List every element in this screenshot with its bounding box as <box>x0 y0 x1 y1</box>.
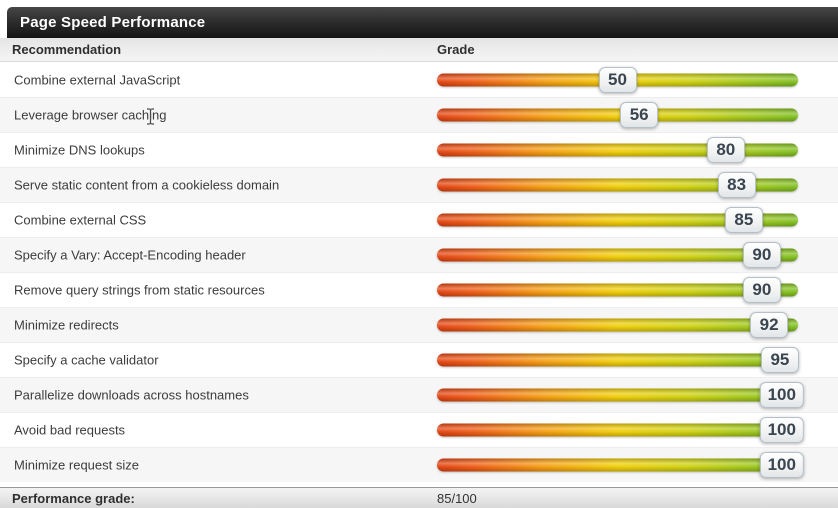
grade-bar: 100 <box>437 417 804 443</box>
grade-bar: 90 <box>437 277 798 303</box>
grade-bar: 56 <box>437 102 798 128</box>
table-row[interactable]: Minimize DNS lookups 80 <box>0 132 838 167</box>
grade-badge: 83 <box>717 172 756 198</box>
grade-badge: 80 <box>706 137 745 163</box>
grade-badge: 95 <box>760 347 799 373</box>
table-row[interactable]: Minimize redirects 92 <box>0 307 838 342</box>
grade-bar: 92 <box>437 312 798 338</box>
grade-bar: 95 <box>437 347 799 373</box>
table-row[interactable]: Specify a cache validator 95 <box>0 342 838 377</box>
recommendation-label: Specify a cache validator <box>14 352 159 368</box>
grade-bar: 100 <box>437 382 804 408</box>
recommendation-label: Minimize request size <box>14 457 139 473</box>
grade-bar: 85 <box>437 207 798 233</box>
grade-gradient-bar <box>437 283 798 297</box>
recommendation-label: Minimize redirects <box>14 317 119 333</box>
table-row[interactable]: Combine external CSS 85 <box>0 202 838 237</box>
grade-bar: 80 <box>437 137 798 163</box>
recommendation-label: Specify a Vary: Accept-Encoding header <box>14 247 246 263</box>
recommendation-label: Avoid bad requests <box>14 422 126 438</box>
grade-bar: 83 <box>437 172 798 198</box>
performance-grade-label: Performance grade: <box>12 490 135 506</box>
column-header-grade: Grade <box>437 42 475 57</box>
grade-bar: 50 <box>437 66 798 93</box>
grade-gradient-bar <box>437 458 798 472</box>
grade-badge: 50 <box>598 66 637 93</box>
grade-gradient-bar <box>437 318 798 332</box>
panel-title-bar: Page Speed Performance <box>7 7 838 38</box>
recommendation-label: Parallelize downloads across hostnames <box>14 387 249 403</box>
performance-grade-value: 85/100 <box>437 490 477 506</box>
recommendation-label: Minimize DNS lookups <box>14 142 145 158</box>
recommendation-label: Leverage browser caching <box>14 107 167 123</box>
grade-gradient-bar <box>437 388 798 402</box>
grade-badge: 56 <box>620 102 659 128</box>
grade-badge: 90 <box>742 242 781 268</box>
grade-gradient-bar <box>437 178 798 192</box>
grade-badge: 92 <box>750 312 789 338</box>
table-row[interactable]: Specify a Vary: Accept-Encoding header 9… <box>0 237 838 272</box>
grade-badge: 100 <box>759 452 804 478</box>
table-row[interactable]: Avoid bad requests 100 <box>0 412 838 447</box>
grade-badge: 100 <box>759 382 804 408</box>
grade-badge: 90 <box>742 277 781 303</box>
grade-gradient-bar <box>437 108 798 122</box>
recommendation-label: Combine external CSS <box>14 212 147 228</box>
grade-gradient-bar <box>437 353 798 367</box>
column-header-recommendation: Recommendation <box>12 42 122 57</box>
grade-bar: 90 <box>437 242 798 268</box>
table-row[interactable]: Combine external JavaScript 50 <box>0 62 838 97</box>
recommendation-rows: Combine external JavaScript 50 Leverage … <box>0 62 838 482</box>
table-row[interactable]: Minimize request size 100 <box>0 447 838 482</box>
table-row[interactable]: Remove query strings from static resourc… <box>0 272 838 307</box>
grade-badge: 85 <box>724 207 763 233</box>
table-row[interactable]: Parallelize downloads across hostnames 1… <box>0 377 838 412</box>
grade-gradient-bar <box>437 248 798 262</box>
grade-gradient-bar <box>437 423 798 437</box>
grade-badge: 100 <box>759 417 804 443</box>
grade-bar: 100 <box>437 452 804 478</box>
table-column-header: Recommendation Grade <box>0 38 838 62</box>
recommendation-label: Combine external JavaScript <box>14 72 181 87</box>
recommendation-label: Serve static content from a cookieless d… <box>14 177 280 193</box>
grade-gradient-bar <box>437 213 798 227</box>
table-row[interactable]: Serve static content from a cookieless d… <box>0 167 838 202</box>
performance-grade-row: Performance grade: 85/100 <box>0 487 838 508</box>
recommendation-label: Remove query strings from static resourc… <box>14 282 265 298</box>
panel-title: Page Speed Performance <box>20 14 206 31</box>
table-row[interactable]: Leverage browser caching 56 <box>0 97 838 132</box>
